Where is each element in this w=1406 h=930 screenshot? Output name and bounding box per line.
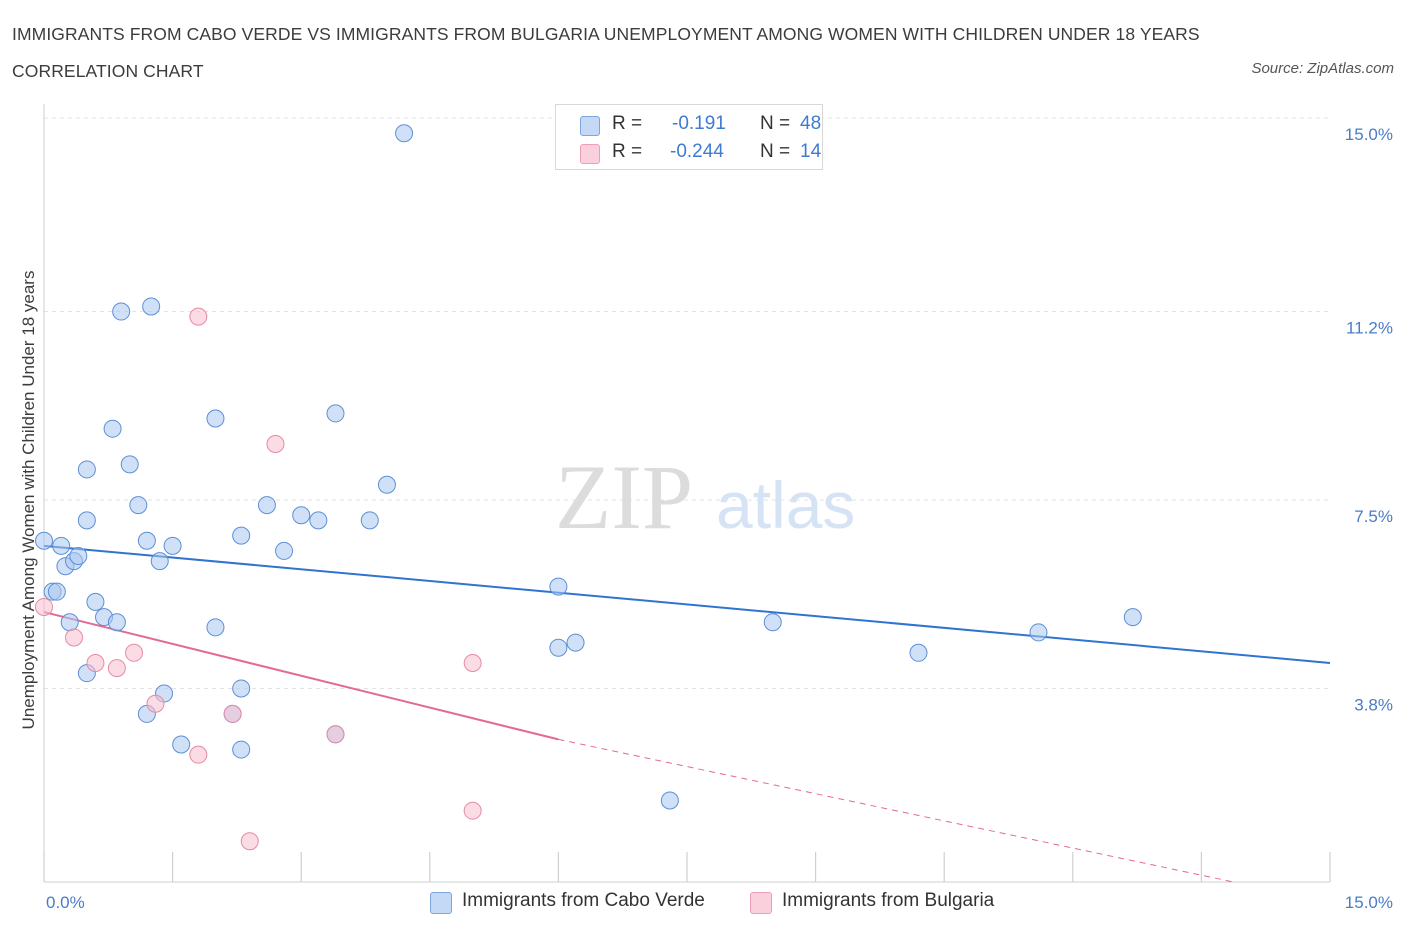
data-point-cabo-verde	[120, 455, 139, 474]
data-point-cabo-verde	[549, 577, 568, 596]
data-point-bulgaria	[65, 628, 84, 647]
chart-source: Source: ZipAtlas.com	[1251, 60, 1394, 77]
data-point-cabo-verde	[77, 511, 96, 530]
data-point-bulgaria	[189, 307, 208, 326]
watermark: ZIP atlas	[555, 446, 855, 548]
legend-r-label: R =	[612, 113, 643, 134]
data-point-cabo-verde	[549, 638, 568, 657]
data-point-cabo-verde	[60, 613, 79, 632]
data-point-cabo-verde	[257, 496, 276, 515]
data-point-bulgaria	[463, 653, 482, 672]
legend-r-value: -0.244	[670, 141, 724, 162]
data-point-cabo-verde	[172, 735, 191, 754]
axis-labels: 3.8% 7.5% 11.2% 15.0% 0.0% 15.0% Unemployment …	[19, 125, 1393, 912]
data-point-cabo-verde	[232, 679, 251, 698]
data-point-cabo-verde	[103, 419, 122, 438]
data-point-bulgaria	[35, 597, 53, 616]
data-point-cabo-verde	[909, 643, 928, 662]
data-point-bulgaria	[146, 694, 165, 713]
data-point-cabo-verde	[163, 536, 182, 555]
chart-title: IMMIGRANTS FROM CABO VERDE VS IMMIGRANTS…	[12, 24, 1200, 81]
data-point-cabo-verde	[326, 404, 345, 423]
data-point-bulgaria	[125, 643, 144, 662]
legend-n-label: N =	[760, 141, 791, 162]
watermark-zip: ZIP	[555, 446, 693, 548]
grid-lines	[44, 117, 1330, 689]
data-point-cabo-verde	[107, 613, 126, 632]
data-point-bulgaria	[326, 725, 345, 744]
data-point-cabo-verde	[52, 536, 71, 555]
trend-line-bulgaria	[43, 611, 559, 741]
data-point-cabo-verde	[142, 297, 161, 316]
data-point-cabo-verde	[395, 124, 414, 143]
trend-line-extension-bulgaria	[558, 738, 1234, 883]
correlation-legend: R = -0.191 N = 48 R = -0.244 N = 14	[555, 104, 823, 170]
data-point-cabo-verde	[77, 460, 96, 479]
bottom-legend-swatch-bulgaria	[750, 892, 772, 914]
x-tick-label: 15.0%	[1345, 893, 1393, 912]
y-tick-label: 3.8%	[1354, 695, 1393, 714]
watermark-atlas: atlas	[716, 468, 855, 542]
data-point-bulgaria	[107, 659, 126, 678]
data-point-cabo-verde	[47, 582, 66, 601]
data-point-cabo-verde	[763, 613, 782, 632]
y-tick-label: 11.2%	[1346, 319, 1393, 338]
data-point-cabo-verde	[232, 526, 251, 545]
data-point-cabo-verde	[566, 633, 585, 652]
data-point-cabo-verde	[86, 592, 105, 611]
data-point-cabo-verde	[35, 531, 53, 550]
data-point-cabo-verde	[309, 511, 328, 530]
axes	[43, 104, 1331, 883]
trend-line-cabo-verde	[43, 544, 1331, 664]
data-point-cabo-verde	[69, 547, 88, 566]
data-point-cabo-verde	[660, 791, 679, 810]
data-point-cabo-verde	[206, 409, 225, 428]
y-tick-label: 7.5%	[1354, 507, 1393, 526]
data-point-cabo-verde	[275, 541, 294, 560]
legend-r-value: -0.191	[672, 113, 726, 134]
x-tick-label: 0.0%	[46, 893, 85, 912]
data-point-cabo-verde	[206, 618, 225, 637]
data-point-cabo-verde	[112, 302, 131, 321]
data-point-cabo-verde	[1029, 623, 1048, 642]
legend-n-label: N =	[760, 113, 791, 134]
data-points	[35, 124, 1142, 851]
bottom-legend-swatch-cabo-verde	[430, 892, 452, 914]
bottom-legend-label-cabo-verde: Immigrants from Cabo Verde	[462, 890, 705, 911]
y-tick-label: 15.0%	[1345, 125, 1393, 144]
data-point-cabo-verde	[137, 531, 156, 550]
legend-n-value: 14	[800, 141, 822, 162]
data-point-cabo-verde	[232, 740, 251, 759]
data-point-cabo-verde	[1123, 608, 1142, 627]
data-point-bulgaria	[463, 801, 482, 820]
data-point-cabo-verde	[129, 496, 148, 515]
data-point-bulgaria	[189, 745, 208, 764]
y-axis-label: Unemployment Among Women with Children U…	[19, 271, 38, 730]
data-point-cabo-verde	[292, 506, 311, 525]
data-point-bulgaria	[266, 434, 285, 453]
legend-n-value: 48	[800, 113, 822, 134]
legend-swatch-bulgaria	[580, 144, 600, 164]
legend-r-label: R =	[612, 141, 643, 162]
data-point-cabo-verde	[150, 552, 169, 571]
trend-lines	[43, 544, 1331, 883]
data-point-bulgaria	[223, 704, 242, 723]
data-point-cabo-verde	[360, 511, 379, 530]
legend-swatch-cabo-verde	[580, 116, 600, 136]
data-point-cabo-verde	[377, 475, 396, 494]
data-point-bulgaria	[240, 832, 259, 851]
bottom-legend-label-bulgaria: Immigrants from Bulgaria	[782, 890, 995, 911]
data-point-bulgaria	[86, 653, 105, 672]
